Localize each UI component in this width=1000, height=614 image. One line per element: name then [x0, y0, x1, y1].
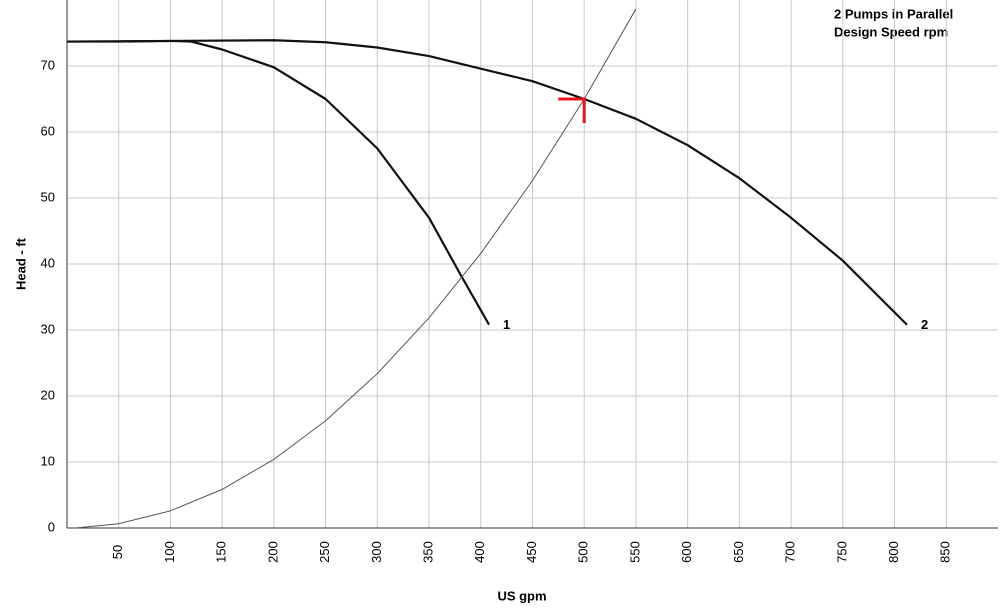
x-tick-label: 650	[731, 541, 746, 563]
x-axis-label: US gpm	[497, 588, 546, 603]
curve	[67, 39, 491, 326]
legend-line-2: Design Speed rpm	[834, 24, 948, 39]
x-tick-label: 600	[679, 541, 694, 563]
y-tick-label: 40	[41, 255, 55, 270]
x-tick-label: 850	[938, 541, 953, 563]
y-tick-label: 20	[41, 387, 55, 402]
curve-label: 2	[921, 317, 928, 332]
x-tick-label: 400	[472, 541, 487, 563]
operating-point	[558, 97, 586, 123]
x-tick-label: 750	[834, 541, 849, 563]
x-tick-label: 700	[783, 541, 798, 563]
x-tick-label: 300	[369, 541, 384, 563]
y-tick-label: 30	[41, 321, 55, 336]
x-tick-label: 800	[886, 541, 901, 563]
x-tick-label: 200	[265, 541, 280, 563]
x-tick-label: 350	[420, 541, 435, 563]
y-tick-label: 70	[41, 57, 55, 72]
curve	[75, 8, 637, 529]
y-tick-label: 50	[41, 189, 55, 204]
x-tick-label: 50	[110, 545, 125, 559]
y-tick-label: 10	[41, 453, 55, 468]
x-tick-label: 500	[576, 541, 591, 563]
x-tick-label: 250	[317, 541, 332, 563]
x-tick-label: 550	[627, 541, 642, 563]
curve	[66, 39, 908, 326]
x-tick-label: 100	[162, 541, 177, 563]
curve-label: 1	[503, 317, 510, 332]
y-tick-label: 60	[41, 123, 55, 138]
x-tick-label: 150	[214, 541, 229, 563]
y-tick-label: 0	[48, 519, 55, 534]
x-tick-label: 450	[524, 541, 539, 563]
y-axis-label: Head - ft	[13, 237, 28, 290]
legend-line-1: 2 Pumps in Parallel	[834, 6, 953, 21]
